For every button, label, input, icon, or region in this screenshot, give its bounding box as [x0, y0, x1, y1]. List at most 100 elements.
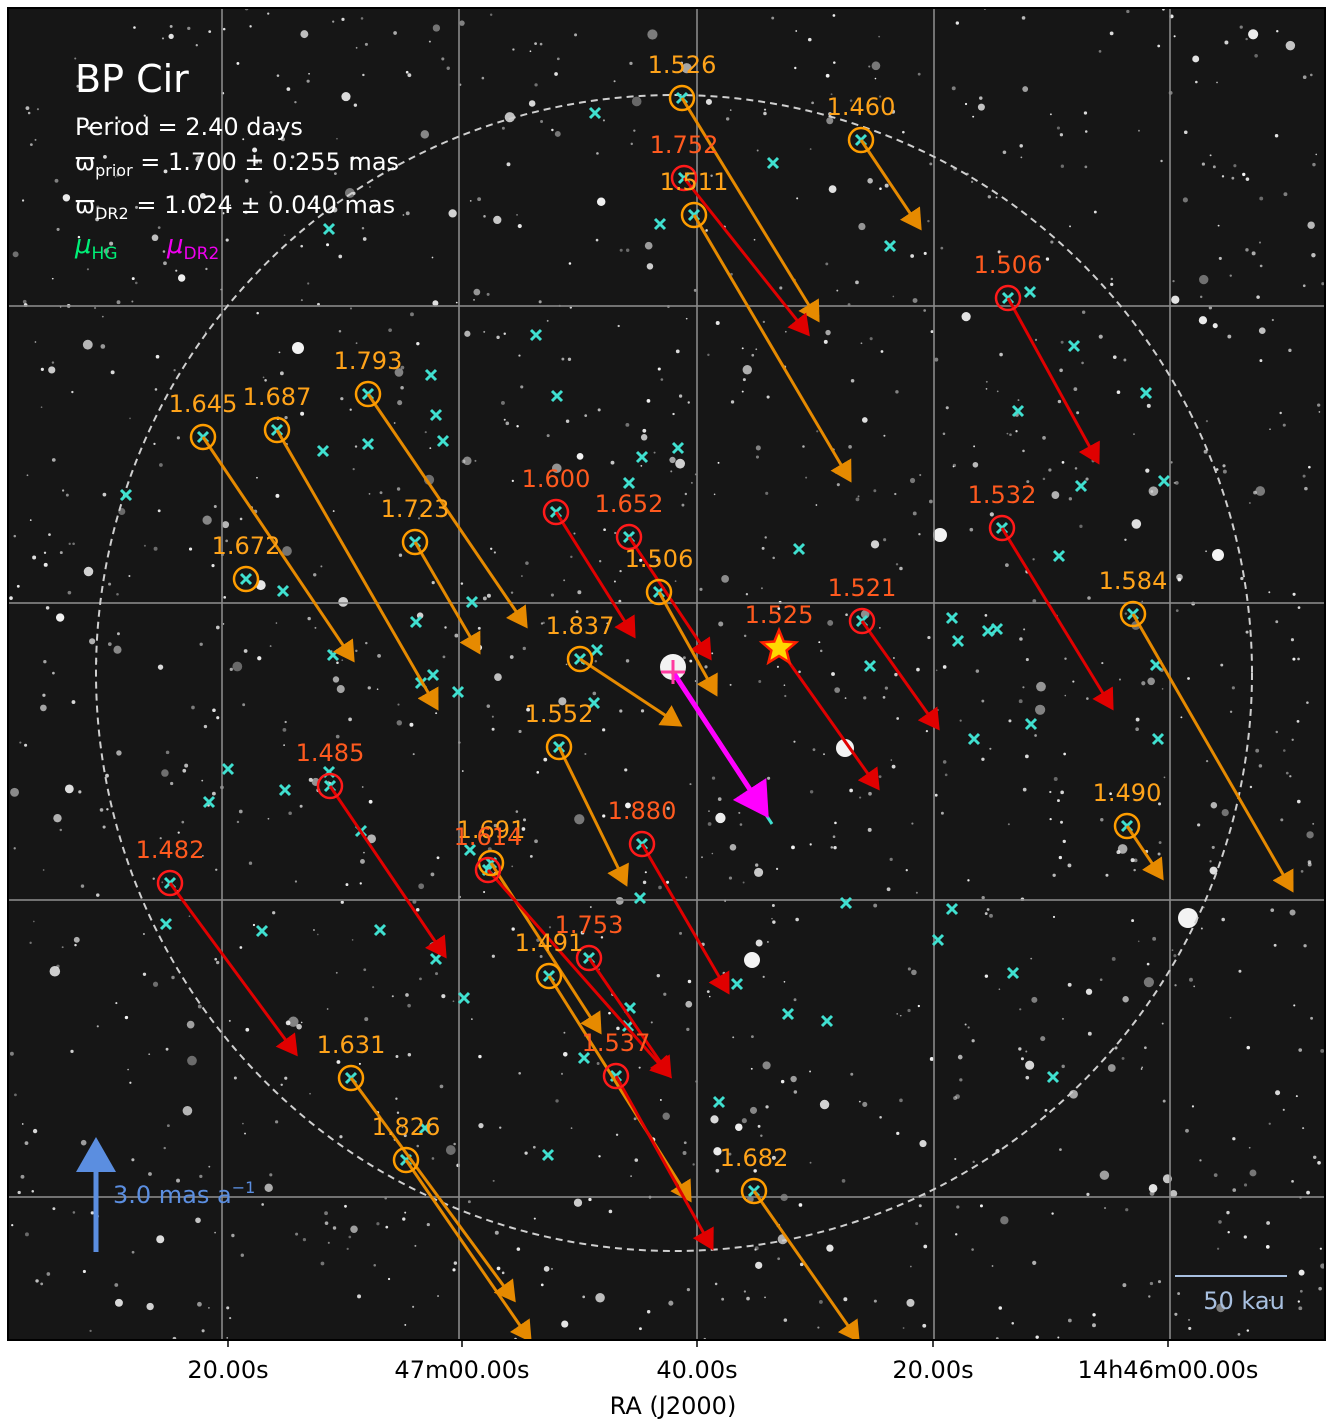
star — [771, 16, 775, 20]
star — [1079, 524, 1083, 528]
subscript: HG — [92, 244, 118, 264]
star — [985, 380, 988, 383]
star — [524, 1151, 528, 1155]
star — [680, 61, 684, 65]
star — [849, 99, 853, 102]
pm-arrow — [777, 647, 880, 791]
star — [1271, 318, 1274, 322]
star — [573, 1198, 583, 1207]
value: = 1.700 ± 0.255 mas — [133, 148, 399, 176]
star — [1130, 858, 1135, 863]
star — [1318, 411, 1321, 413]
star — [516, 820, 520, 823]
star — [228, 1019, 231, 1022]
star — [1059, 1148, 1062, 1152]
star — [708, 810, 710, 812]
candidate-sources: 1.526 1.460 1.752 1.511 1.506 1.793 1.645 1.687… — [136, 51, 1167, 1205]
star — [1183, 130, 1188, 135]
star — [1188, 1318, 1191, 1321]
star — [64, 784, 74, 794]
cross — [1046, 1070, 1060, 1084]
star — [208, 1306, 210, 1309]
star — [857, 495, 860, 498]
star — [82, 1269, 86, 1274]
star — [1269, 1299, 1271, 1302]
star — [153, 546, 158, 551]
source-label: 1.691 — [457, 816, 526, 844]
pm-arrow — [413, 541, 481, 655]
star — [984, 974, 989, 978]
star — [1192, 55, 1200, 63]
cross — [1139, 386, 1153, 400]
star — [1240, 576, 1244, 581]
star — [505, 421, 510, 426]
star — [918, 1204, 922, 1208]
star — [776, 665, 779, 668]
star — [153, 442, 156, 446]
star — [1302, 75, 1307, 80]
star — [799, 1262, 804, 1267]
star — [682, 656, 686, 660]
star — [242, 703, 246, 707]
star — [404, 1211, 407, 1214]
star — [1137, 940, 1140, 943]
star — [764, 1296, 766, 1299]
star — [281, 137, 285, 142]
star — [1052, 873, 1056, 877]
star — [482, 596, 487, 601]
star — [364, 42, 368, 46]
star — [705, 98, 712, 105]
star — [199, 192, 206, 199]
star — [981, 895, 985, 900]
star — [32, 555, 37, 560]
star — [214, 957, 218, 961]
star — [668, 1300, 674, 1306]
source-label: 1.880 — [608, 797, 677, 825]
star — [279, 371, 284, 376]
star — [777, 607, 781, 610]
star — [188, 915, 191, 918]
star — [373, 1264, 376, 1267]
star — [226, 1337, 229, 1339]
star — [1213, 1173, 1218, 1177]
star — [674, 580, 677, 583]
star — [1057, 799, 1060, 803]
star — [954, 1157, 957, 1161]
star — [763, 108, 767, 111]
star — [1307, 860, 1312, 864]
star — [1007, 823, 1010, 826]
star — [930, 330, 934, 334]
star — [1019, 144, 1023, 148]
star — [512, 48, 515, 51]
star — [666, 806, 670, 811]
star — [24, 1141, 29, 1146]
star — [518, 729, 522, 734]
star — [13, 847, 16, 850]
star — [412, 1305, 415, 1308]
star — [243, 649, 248, 653]
star — [584, 414, 588, 417]
source-label: 1.682 — [720, 1144, 789, 1172]
star — [1111, 957, 1116, 961]
star — [793, 740, 796, 743]
star — [442, 655, 446, 659]
star — [831, 672, 835, 676]
star — [828, 112, 832, 116]
star — [826, 117, 834, 125]
cross — [316, 444, 330, 458]
star — [570, 1127, 573, 1129]
star — [129, 417, 131, 420]
star — [115, 1298, 123, 1307]
star — [491, 727, 495, 731]
star — [1251, 251, 1256, 256]
source-label: 1.506 — [974, 251, 1043, 279]
star — [92, 67, 96, 71]
star — [894, 672, 898, 677]
star — [715, 1168, 720, 1173]
star — [1124, 612, 1128, 615]
star — [244, 210, 248, 215]
star — [1304, 486, 1308, 491]
star — [208, 30, 212, 34]
star — [836, 483, 840, 487]
star — [124, 1015, 129, 1020]
